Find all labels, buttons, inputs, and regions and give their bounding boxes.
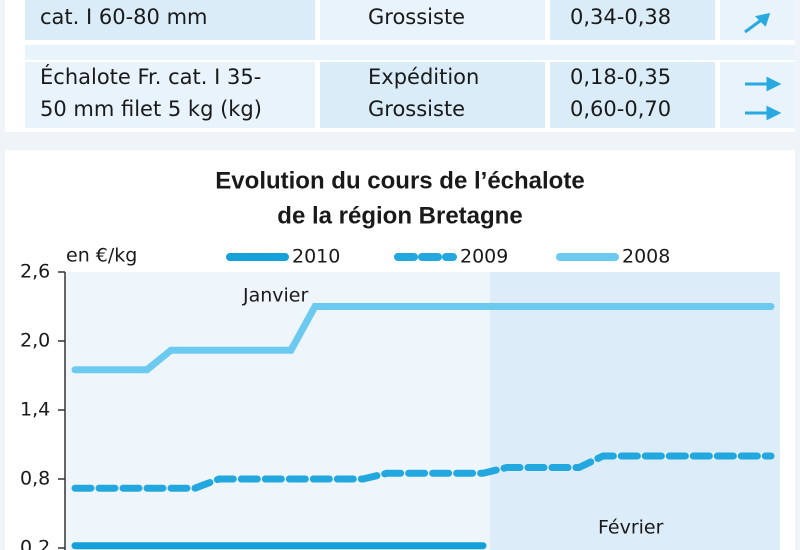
price: 0,18-0,35	[570, 65, 671, 89]
cell	[550, 62, 715, 128]
chart-title: Evolution du cours de l’échalote	[215, 167, 584, 194]
annotation: Janvier	[242, 285, 309, 307]
product: cat. I 60-80 mm	[40, 5, 207, 29]
cell	[25, 0, 315, 40]
legend-label: 2009	[460, 246, 508, 268]
product: 50 mm filet 5 kg (kg)	[40, 97, 262, 121]
plot-bg-feb	[490, 272, 780, 550]
cell	[720, 0, 795, 40]
stage: Grossiste	[368, 5, 465, 29]
price: 0,60-0,70	[570, 97, 671, 121]
chart-title: de la région Bretagne	[277, 202, 522, 229]
line-series	[71, 452, 775, 492]
price: 0,34-0,38	[570, 5, 671, 29]
trend-arrows	[744, 13, 782, 121]
y-tick-label: 2,6	[20, 261, 50, 283]
annotation: Février	[598, 517, 664, 539]
y-tick-label: 0,8	[20, 468, 50, 490]
cell	[320, 62, 545, 128]
y-tick-label: 0,2	[20, 537, 50, 550]
stage: Grossiste	[368, 97, 465, 121]
legend-label: 2010	[292, 246, 340, 268]
cell	[25, 62, 315, 128]
cell	[320, 0, 545, 40]
cell	[720, 62, 795, 128]
cell	[25, 45, 795, 60]
cell	[550, 0, 715, 40]
y-axis-label: en €/kg	[66, 245, 137, 267]
y-tick-label: 1,4	[20, 399, 50, 421]
stage: Expédition	[368, 65, 479, 89]
plot-bg	[65, 272, 490, 550]
line-series	[71, 303, 775, 374]
legend-label: 2008	[622, 246, 670, 268]
product: Échalote Fr. cat. I 35-	[40, 64, 261, 89]
y-tick-label: 2,0	[20, 330, 50, 352]
